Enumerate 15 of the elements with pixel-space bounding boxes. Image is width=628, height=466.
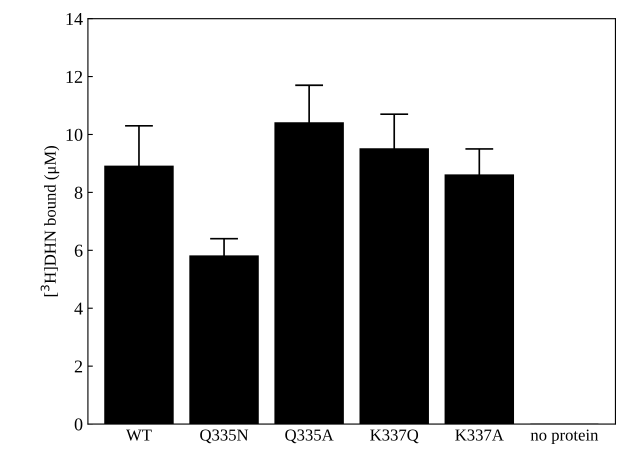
y-tick-label: 0 (74, 418, 82, 430)
y-tick-label: 8 (74, 186, 82, 199)
y-tick-label: 6 (74, 244, 83, 257)
y-axis-title: [$^{3}$H]DHN bound (μM) (40, 146, 60, 296)
x-tick-label: WT (126, 430, 152, 441)
y-tick-label: 14 (66, 12, 83, 25)
y-tick-label: 12 (66, 70, 82, 83)
x-tick-label: Q335A (285, 429, 334, 444)
x-tick-label: Q335N (200, 429, 248, 444)
x-tick-label: K337Q (370, 429, 418, 444)
y-tick-label: 2 (74, 360, 82, 372)
y-tick-label: 10 (66, 128, 82, 141)
y-tick-label: 4 (74, 302, 83, 314)
x-tick-label: no protein (530, 429, 598, 444)
x-tick-label: K337A (455, 429, 504, 441)
